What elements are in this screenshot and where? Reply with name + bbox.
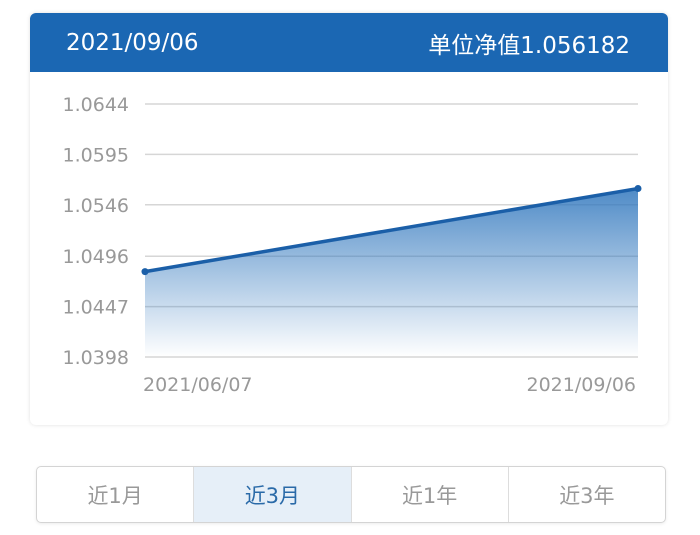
y-tick-label: 1.0644 bbox=[63, 94, 129, 116]
y-tick-label: 1.0447 bbox=[63, 297, 129, 319]
x-tick-label: 2021/09/06 bbox=[526, 374, 636, 396]
tab-3-months[interactable]: 近3月 bbox=[193, 467, 351, 522]
nav-value: 单位净值1.056182 bbox=[428, 32, 630, 59]
y-tick-label: 1.0496 bbox=[63, 246, 129, 268]
y-tick-label: 1.0546 bbox=[63, 195, 129, 217]
data-point bbox=[634, 185, 642, 193]
x-tick-label: 2021/06/07 bbox=[143, 374, 253, 396]
series-line bbox=[144, 186, 639, 274]
tab-1-month[interactable]: 近1月 bbox=[87, 483, 143, 508]
data-point bbox=[141, 268, 149, 276]
tab-3-years[interactable]: 近3年 bbox=[507, 467, 665, 522]
period-tabs: 近1月 近3月 近1年 近3年 bbox=[36, 466, 666, 523]
tab-1-year[interactable]: 近1年 bbox=[350, 467, 508, 522]
selected-date: 2021/09/06 bbox=[66, 29, 199, 56]
nav-chart: 1.0644 1.0595 1.0546 1.0496 1.0447 1.0398 2021… bbox=[63, 94, 642, 396]
y-tick-label: 1.0398 bbox=[63, 347, 129, 369]
y-tick-label: 1.0595 bbox=[63, 144, 129, 166]
chart-header: 2021/09/06 单位净值1.056182 bbox=[30, 13, 668, 72]
area-fill bbox=[145, 188, 638, 357]
